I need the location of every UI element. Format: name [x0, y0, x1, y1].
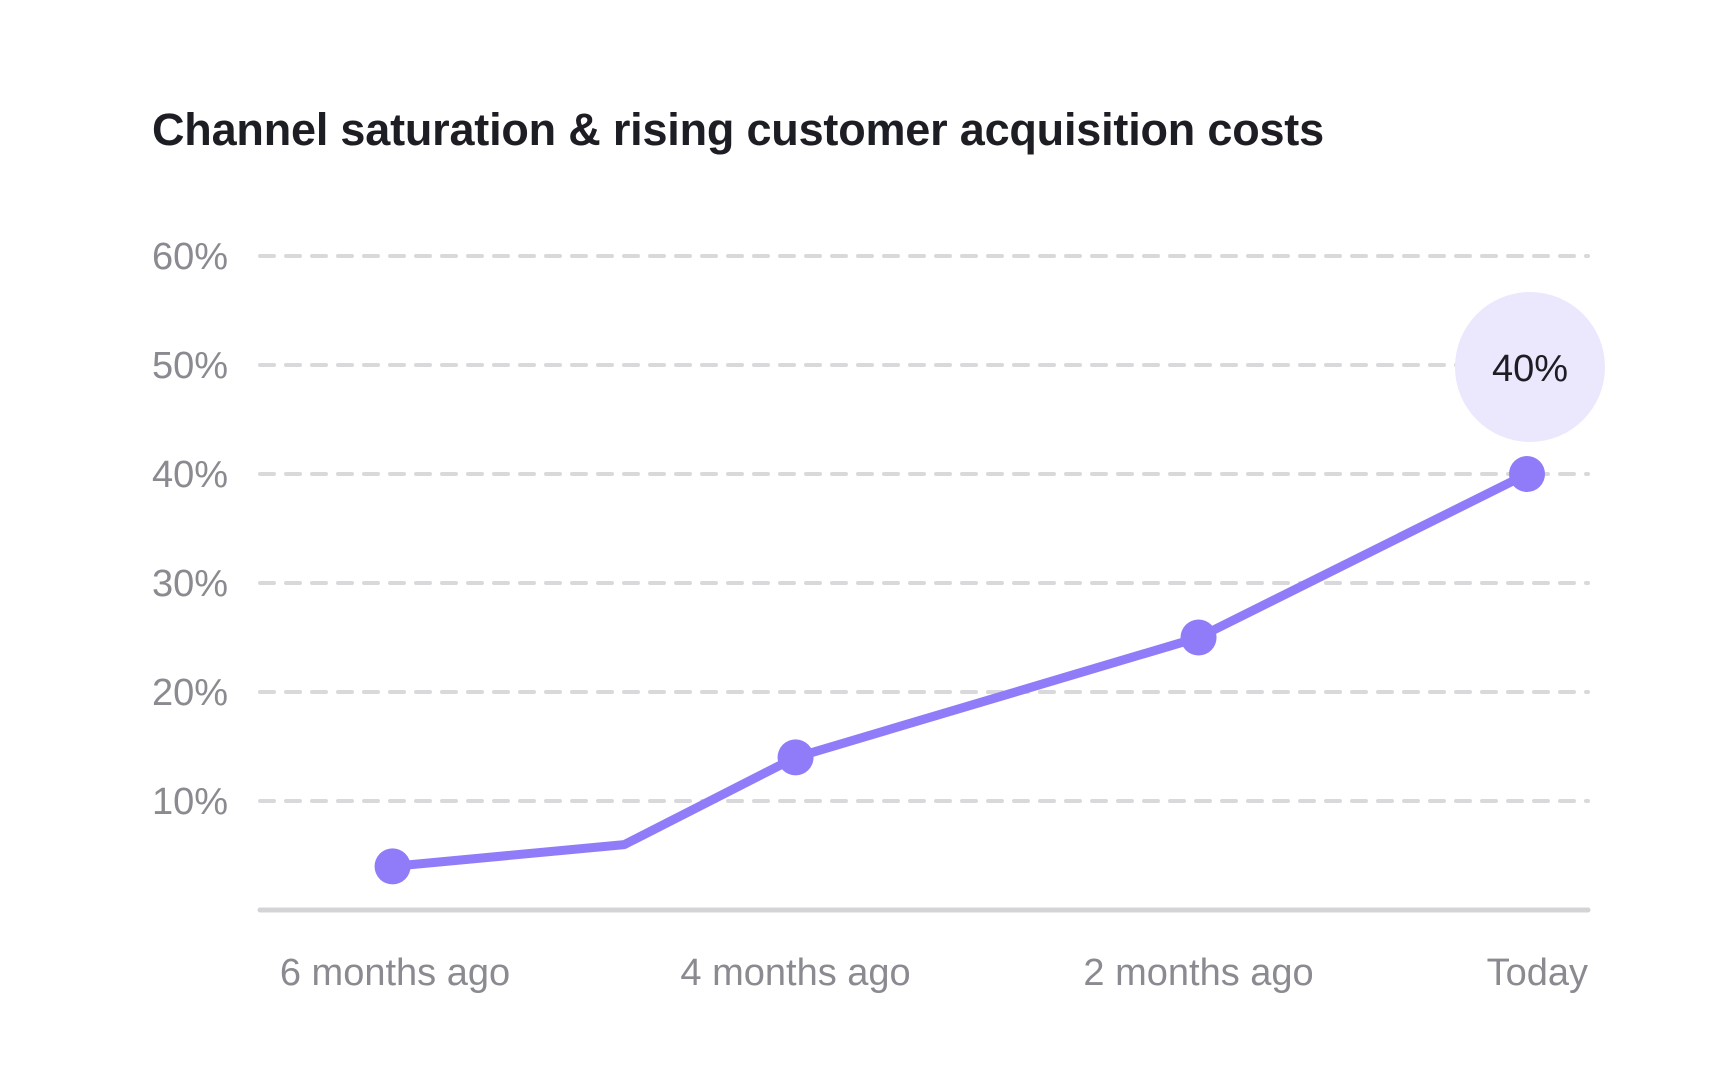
y-tick-label-60pct: 60% — [152, 236, 228, 278]
y-tick-label-10pct: 10% — [152, 781, 228, 823]
x-tick-label-2: 2 months ago — [1083, 952, 1313, 994]
chart-title: Channel saturation & rising customer acq… — [152, 104, 1324, 155]
y-tick-label-40pct: 40% — [152, 454, 228, 496]
x-tick-label-0: 6 months ago — [280, 952, 510, 994]
data-point-4 — [1509, 456, 1545, 492]
x-tick-label-3: Today — [1487, 952, 1588, 994]
y-axis-tick-labels: 10% 20% 30% 40% 50% 60% — [152, 236, 228, 823]
series-line — [388, 469, 1532, 871]
value-callout: 40% — [1455, 292, 1605, 442]
y-tick-label-30pct: 30% — [152, 563, 228, 605]
y-tick-label-50pct: 50% — [152, 345, 228, 387]
gridlines — [258, 254, 1590, 803]
data-point-3 — [1180, 619, 1217, 656]
data-series — [374, 456, 1545, 885]
y-tick-label-20pct: 20% — [152, 672, 228, 714]
data-point-0 — [374, 848, 411, 885]
callout-bubble — [1455, 292, 1605, 442]
x-tick-label-1: 4 months ago — [680, 952, 910, 994]
x-axis-tick-labels: 6 months ago 4 months ago 2 months ago Toda… — [280, 952, 1588, 994]
data-point-2 — [777, 739, 814, 776]
callout-label: 40% — [1492, 348, 1568, 390]
